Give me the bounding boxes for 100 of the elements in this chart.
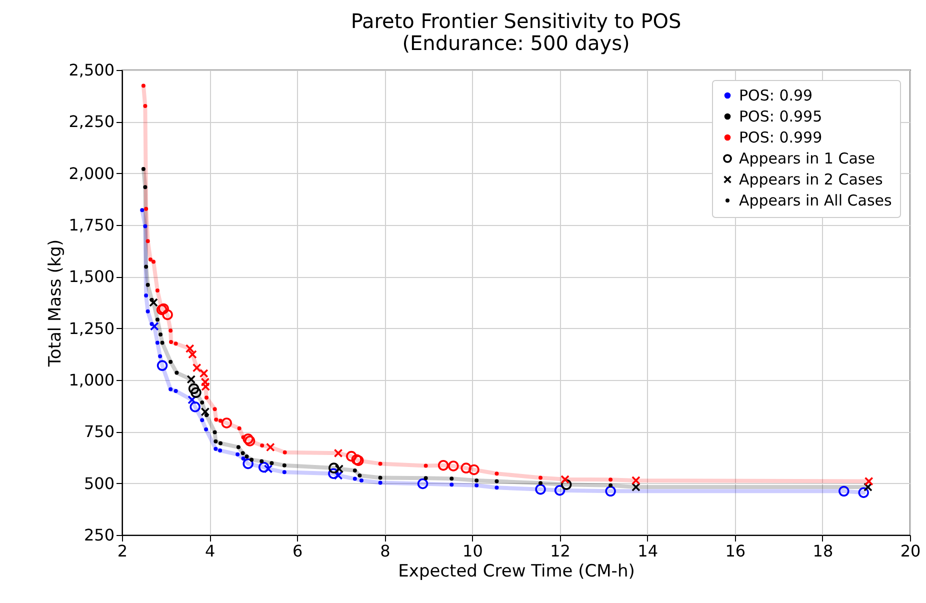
point xyxy=(199,368,208,378)
point xyxy=(186,374,196,384)
point xyxy=(538,476,543,480)
point xyxy=(282,470,286,474)
point xyxy=(200,400,204,405)
point xyxy=(608,483,613,488)
point xyxy=(282,463,286,468)
point xyxy=(632,476,640,485)
point xyxy=(143,104,148,108)
point xyxy=(204,396,208,400)
point xyxy=(214,418,218,422)
point xyxy=(538,481,543,486)
x-tick-label: 16 xyxy=(725,542,746,560)
point xyxy=(162,309,173,320)
y-tick-label: 750 xyxy=(84,422,114,442)
point xyxy=(188,395,196,404)
point xyxy=(334,464,344,474)
point xyxy=(328,462,340,474)
point xyxy=(140,208,144,212)
legend-label: Appears in All Cases xyxy=(739,192,892,210)
legend-label: Appears in 1 Case xyxy=(739,150,875,168)
y-tick-label: 1,250 xyxy=(68,318,114,338)
point xyxy=(378,476,382,480)
point xyxy=(150,322,159,331)
x-tick-label: 14 xyxy=(638,542,658,560)
point xyxy=(146,239,150,244)
x-tick-label: 10 xyxy=(462,542,483,560)
y-tick-label: 1,000 xyxy=(68,370,114,390)
point xyxy=(264,464,273,474)
point xyxy=(494,486,499,490)
point xyxy=(146,282,150,287)
point xyxy=(838,486,850,497)
point xyxy=(190,387,202,398)
point xyxy=(148,258,152,262)
legend-label: POS: 0.999 xyxy=(739,128,822,146)
point xyxy=(214,439,218,444)
point xyxy=(214,446,218,451)
point xyxy=(149,298,158,307)
point xyxy=(244,454,249,458)
point xyxy=(156,360,168,371)
point xyxy=(608,478,613,482)
point xyxy=(560,479,572,490)
point xyxy=(864,482,872,492)
point xyxy=(192,363,202,372)
point xyxy=(144,293,148,298)
chart-title: Pareto Frontier Sensitivity to POS xyxy=(350,9,682,33)
point xyxy=(378,462,382,466)
point xyxy=(358,473,362,478)
y-tick-label: 500 xyxy=(84,474,114,493)
x-tick-label: 6 xyxy=(292,542,303,560)
y-tick-label: 1,750 xyxy=(68,216,114,234)
legend-label: Appears in 2 Cases xyxy=(739,170,883,188)
y-tick-label: 1,500 xyxy=(68,267,114,286)
point xyxy=(155,288,160,293)
point xyxy=(150,298,154,302)
x-tick-label: 2 xyxy=(117,542,128,560)
point xyxy=(168,387,173,392)
point xyxy=(204,427,208,432)
point xyxy=(158,332,163,337)
legend-label: POS: 0.995 xyxy=(739,108,822,126)
point xyxy=(424,464,428,468)
point xyxy=(185,344,194,354)
point xyxy=(250,458,254,462)
y-tick-label: 2,000 xyxy=(68,164,114,183)
point xyxy=(334,448,343,458)
y-tick-label: 250 xyxy=(84,526,114,544)
point xyxy=(240,451,245,456)
point xyxy=(864,476,874,486)
point xyxy=(260,459,264,464)
point xyxy=(188,350,197,359)
point xyxy=(242,458,254,470)
point xyxy=(560,474,570,484)
point xyxy=(212,430,217,434)
x-axis-title: Expected Crew Time (CM-h) xyxy=(398,562,635,582)
point xyxy=(346,450,357,462)
point xyxy=(174,388,178,393)
legend-label: POS: 0.99 xyxy=(739,86,813,104)
point xyxy=(424,476,428,480)
point xyxy=(378,480,382,485)
point xyxy=(144,206,148,211)
point xyxy=(221,418,232,428)
point xyxy=(236,452,240,456)
point xyxy=(605,486,616,497)
point xyxy=(201,382,210,392)
point xyxy=(200,407,210,416)
point xyxy=(474,478,479,482)
point xyxy=(460,462,472,474)
point xyxy=(143,224,148,228)
point xyxy=(141,166,146,171)
point xyxy=(174,370,179,375)
point xyxy=(417,478,428,490)
point xyxy=(155,340,160,345)
point xyxy=(218,441,222,446)
point xyxy=(158,354,162,358)
point xyxy=(260,444,264,448)
point xyxy=(359,478,364,482)
point xyxy=(266,442,275,452)
point xyxy=(352,476,357,481)
point xyxy=(169,340,174,344)
x-tick-label: 8 xyxy=(380,542,390,560)
